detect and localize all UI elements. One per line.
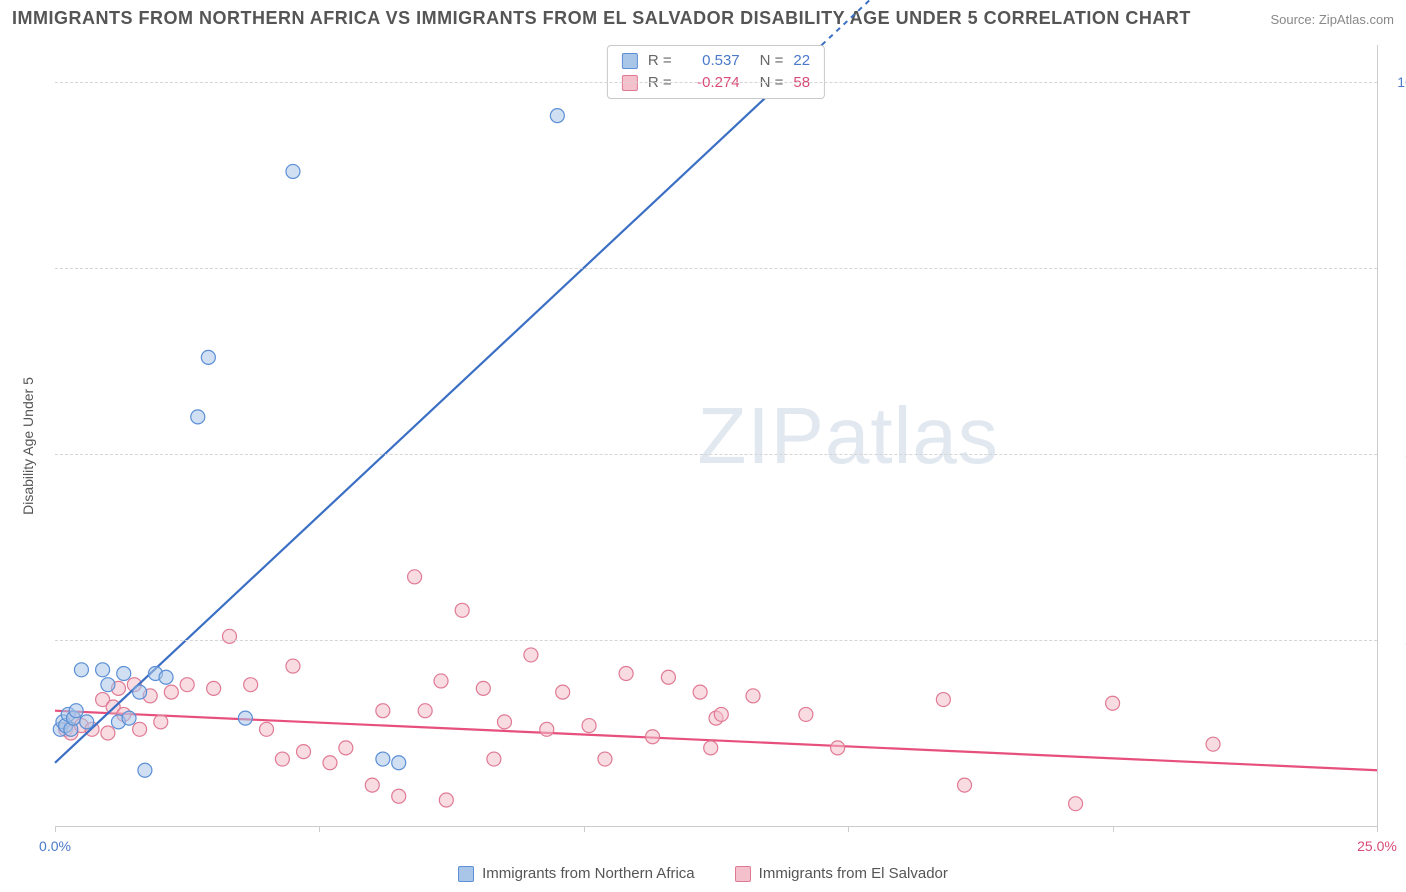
scatter-point	[392, 789, 406, 803]
chart-title: IMMIGRANTS FROM NORTHERN AFRICA VS IMMIG…	[12, 8, 1191, 29]
scatter-point	[323, 756, 337, 770]
scatter-point	[164, 685, 178, 699]
scatter-point	[408, 570, 422, 584]
scatter-point	[180, 678, 194, 692]
scatter-point	[286, 659, 300, 673]
gridline	[55, 454, 1377, 455]
scatter-point	[154, 715, 168, 729]
scatter-point	[1106, 696, 1120, 710]
r-label: R =	[648, 50, 672, 72]
scatter-point	[191, 410, 205, 424]
legend-label: Immigrants from El Salvador	[759, 865, 948, 882]
legend-swatch	[458, 866, 474, 882]
x-tick	[55, 826, 56, 832]
scatter-point	[439, 793, 453, 807]
scatter-point	[556, 685, 570, 699]
x-tick	[848, 826, 849, 832]
scatter-point	[497, 715, 511, 729]
scatter-point	[159, 670, 173, 684]
y-tick-label: 2.5%	[1385, 632, 1406, 648]
series-swatch	[622, 53, 638, 69]
scatter-point	[831, 741, 845, 755]
scatter-point	[582, 719, 596, 733]
scatter-point	[286, 164, 300, 178]
scatter-point	[958, 778, 972, 792]
scatter-point	[476, 681, 490, 695]
legend-item: Immigrants from Northern Africa	[458, 865, 695, 882]
scatter-point	[122, 711, 136, 725]
y-tick-label: 5.0%	[1385, 446, 1406, 462]
scatter-point	[524, 648, 538, 662]
scatter-point	[646, 730, 660, 744]
scatter-point	[275, 752, 289, 766]
scatter-point	[936, 693, 950, 707]
scatter-point	[693, 685, 707, 699]
scatter-point	[714, 707, 728, 721]
bottom-legend: Immigrants from Northern Africa Immigrant…	[0, 865, 1406, 882]
scatter-point	[223, 629, 237, 643]
scatter-point	[101, 726, 115, 740]
scatter-point	[207, 681, 221, 695]
r-value: 0.537	[682, 50, 740, 72]
scatter-point	[133, 685, 147, 699]
scatter-point	[96, 663, 110, 677]
n-label: N =	[760, 50, 784, 72]
scatter-point	[392, 756, 406, 770]
scatter-point	[434, 674, 448, 688]
scatter-point	[138, 763, 152, 777]
scatter-point	[799, 707, 813, 721]
scatter-point	[74, 663, 88, 677]
scatter-point	[339, 741, 353, 755]
scatter-point	[661, 670, 675, 684]
scatter-point	[1206, 737, 1220, 751]
scatter-point	[746, 689, 760, 703]
x-tick-label: 0.0%	[39, 838, 71, 854]
scatter-point	[133, 722, 147, 736]
scatter-point	[244, 678, 258, 692]
scatter-point	[1069, 797, 1083, 811]
gridline	[55, 640, 1377, 641]
scatter-point	[418, 704, 432, 718]
x-tick-label: 25.0%	[1357, 838, 1397, 854]
y-tick-label: 7.5%	[1385, 260, 1406, 276]
scatter-point	[704, 741, 718, 755]
legend-item: Immigrants from El Salvador	[735, 865, 948, 882]
scatter-point	[540, 722, 554, 736]
scatter-point	[297, 745, 311, 759]
y-axis-label: Disability Age Under 5	[20, 377, 36, 515]
scatter-point	[619, 667, 633, 681]
scatter-point	[365, 778, 379, 792]
legend-label: Immigrants from Northern Africa	[482, 865, 695, 882]
chart-area: ZIPatlas R =0.537N =22R =-0.274N =58 2.5…	[55, 45, 1378, 827]
y-tick-label: 10.0%	[1385, 74, 1406, 90]
gridline	[55, 82, 1377, 83]
scatter-point	[260, 722, 274, 736]
scatter-point	[69, 704, 83, 718]
regression-line	[55, 45, 822, 763]
legend-swatch	[735, 866, 751, 882]
scatter-point	[550, 109, 564, 123]
x-tick	[1377, 826, 1378, 832]
scatter-point	[80, 715, 94, 729]
scatter-point	[101, 678, 115, 692]
gridline	[55, 268, 1377, 269]
x-tick	[319, 826, 320, 832]
scatter-point	[117, 667, 131, 681]
scatter-point	[376, 704, 390, 718]
x-tick	[1113, 826, 1114, 832]
n-value: 22	[793, 50, 810, 72]
scatter-svg	[55, 45, 1377, 826]
stats-legend-box: R =0.537N =22R =-0.274N =58	[607, 45, 825, 99]
scatter-point	[455, 603, 469, 617]
scatter-point	[487, 752, 501, 766]
source-label: Source: ZipAtlas.com	[1270, 12, 1394, 27]
scatter-point	[598, 752, 612, 766]
x-tick	[584, 826, 585, 832]
stats-row: R = 0.537 N = 22	[622, 50, 810, 72]
scatter-point	[201, 350, 215, 364]
scatter-point	[238, 711, 252, 725]
scatter-point	[376, 752, 390, 766]
